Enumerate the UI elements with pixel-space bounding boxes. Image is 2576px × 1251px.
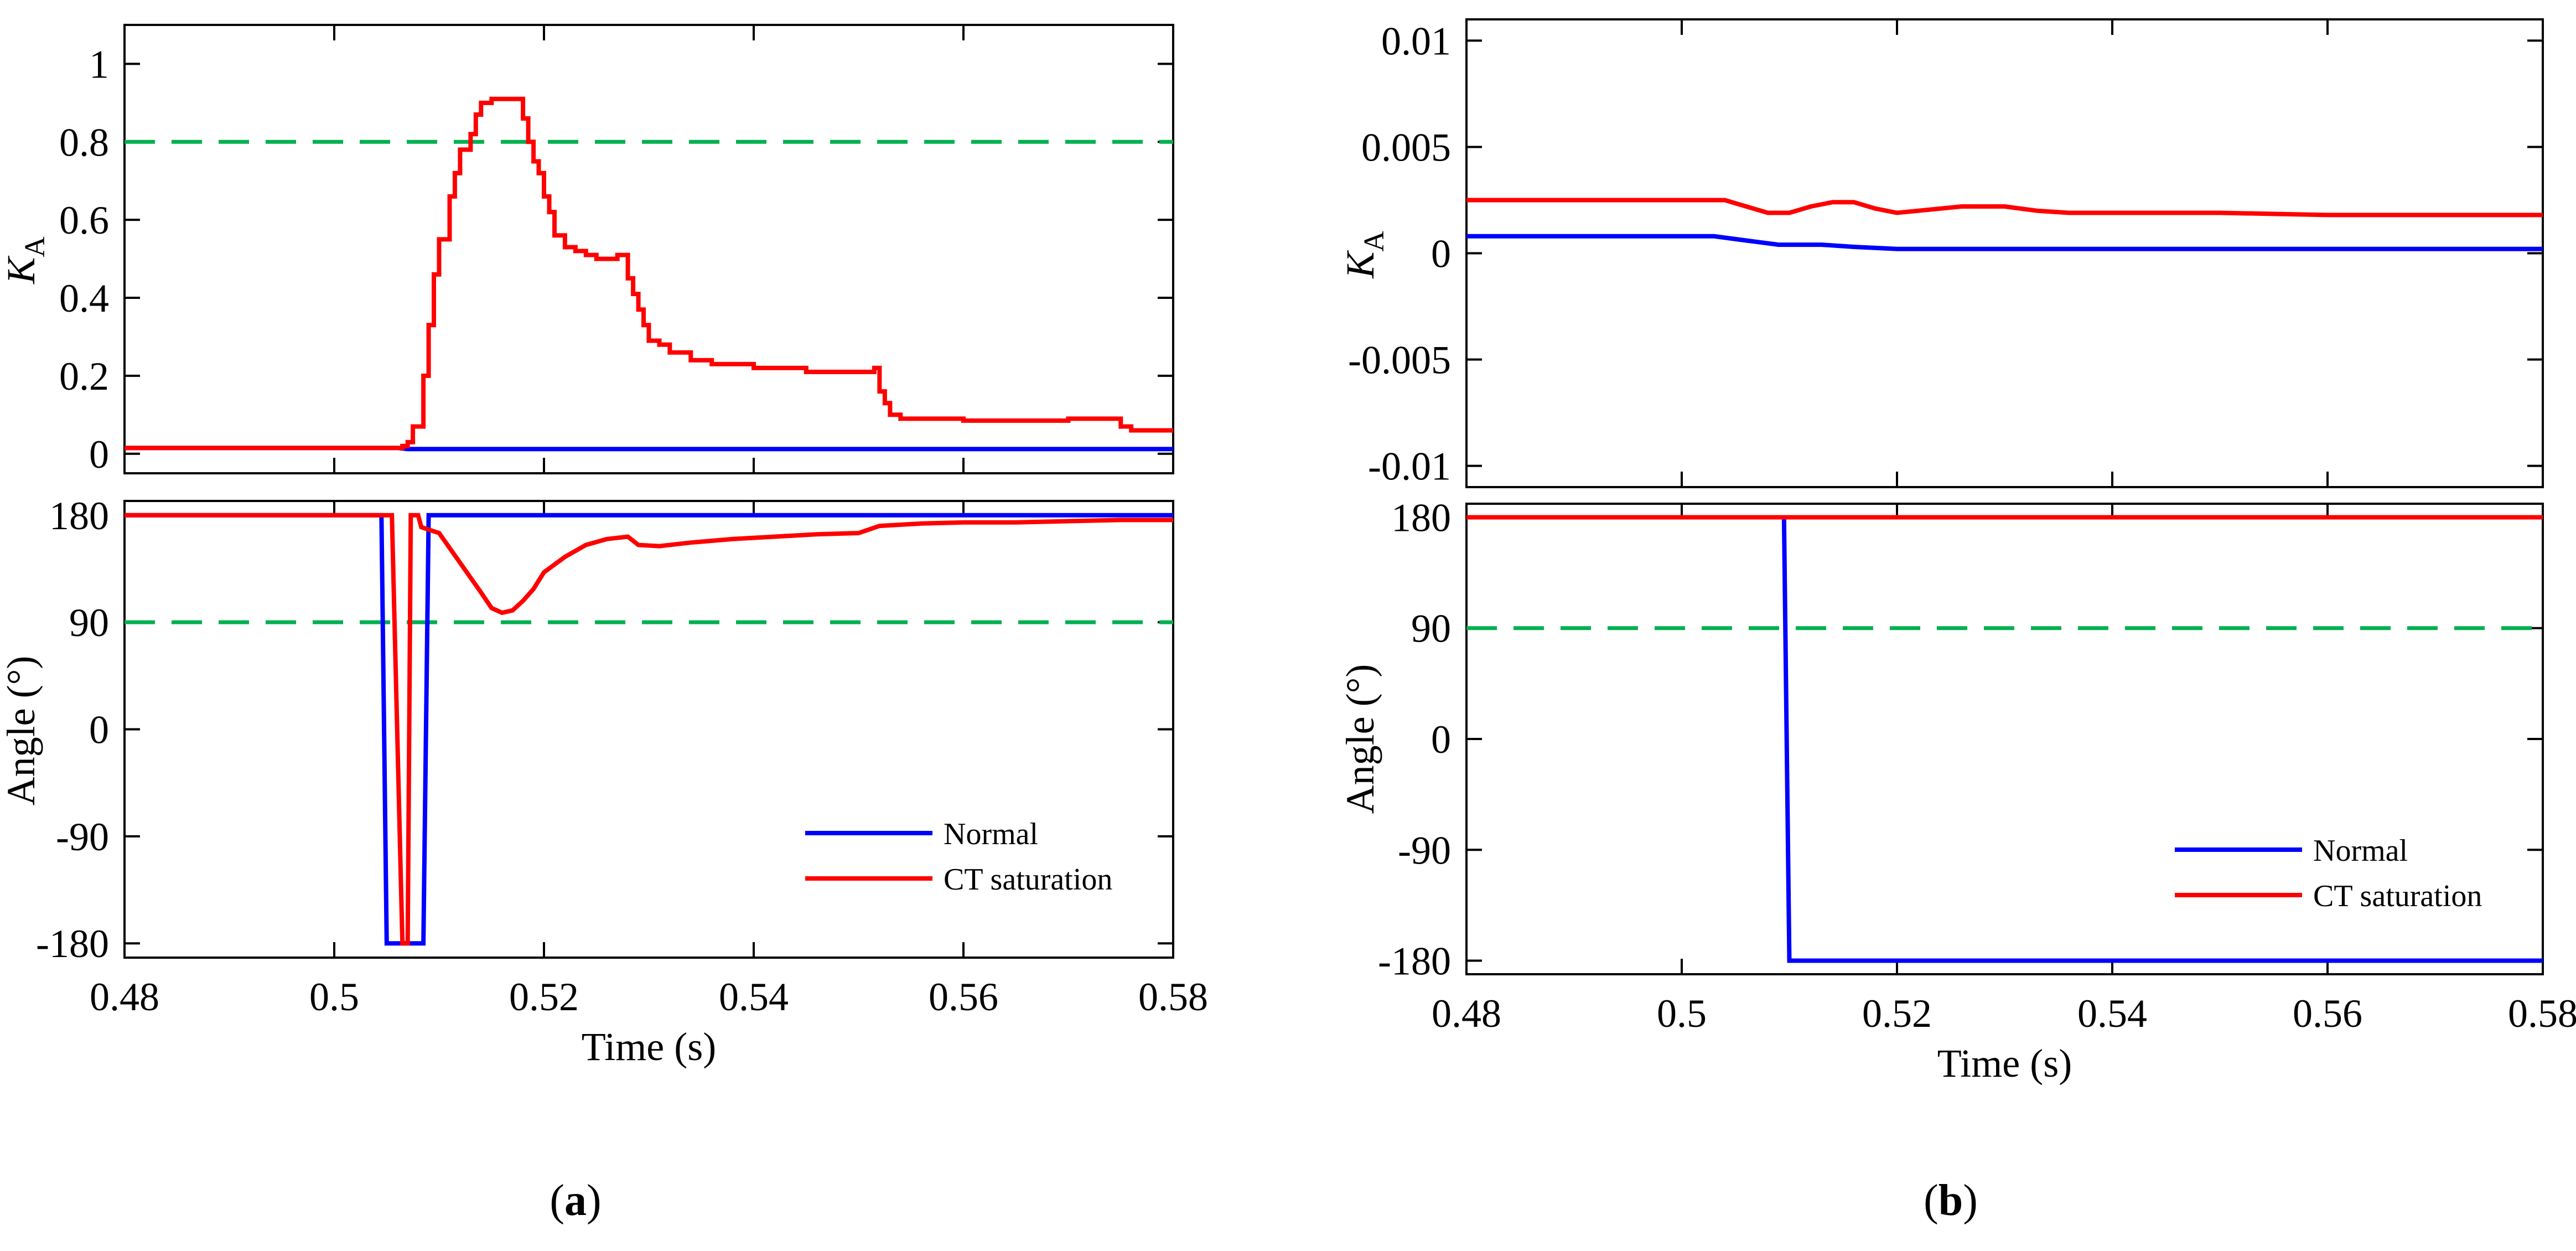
y-tick-label: 180 [49,494,109,538]
panel-b: -0.01 -0.005 0 0.005 0.01 KA -180 -90 0 90 180 0.4… [1338,18,2576,1225]
chart-a-top: 0 0.2 0.4 0.6 0.8 1 KA [0,24,1174,477]
y-axis-title-main: K [1338,250,1382,279]
y-tick-label: 90 [69,601,109,645]
x-tick-label: 0.52 [509,975,579,1019]
chart-b-top: -0.01 -0.005 0 0.005 0.01 KA [1338,18,2544,489]
chart-a-bottom: -180 -90 0 90 180 0.48 0.5 0.52 0.54 0.56 0.58 Angl… [0,494,1208,1069]
series-line-normal [1466,234,2543,251]
y-tick-label: 0.005 [1361,125,1451,169]
y-axis-title-subscript: A [1359,231,1390,252]
legend-label: CT saturation [2313,879,2482,913]
x-tick-label: 0.48 [90,975,159,1019]
x-axis-title: Time (s) [1937,1041,2072,1085]
y-tick-label: 0 [89,432,109,477]
x-tick-label: 0.54 [719,975,789,1019]
x-tick-label: 0.5 [309,975,359,1019]
y-tick-label: 90 [1411,607,1451,651]
panel-a: 0 0.2 0.4 0.6 0.8 1 KA -180 -90 0 90 180 0.48 0.5 0.5… [0,24,1208,1225]
legend: Normal CT saturation [2175,834,2482,913]
plot-frame [123,24,1174,474]
y-tick-label: -180 [1378,939,1451,984]
y-axis-title-main: K [0,255,43,285]
x-tick-label: 0.52 [1862,991,1932,1036]
y-tick-label: -90 [1398,828,1451,872]
x-tick-label: 0.48 [1432,991,1501,1036]
caption-b: (b) [1924,1176,1978,1225]
y-axis-title: KA [1338,231,1390,279]
x-tick-label: 0.58 [1138,975,1208,1019]
y-tick-label: 0.8 [59,120,109,164]
y-tick-label: 180 [1391,495,1451,540]
y-tick-label: -180 [36,922,109,966]
legend: Normal CT saturation [805,817,1112,897]
legend-label: Normal [944,817,1038,851]
x-axis-title: Time (s) [582,1025,716,1069]
y-axis-title: Angle (°) [1338,664,1382,814]
legend-label: CT saturation [944,862,1112,897]
y-tick-label: 0 [89,708,109,752]
x-tick-label: 0.56 [2293,991,2362,1036]
y-tick-label: 0.01 [1381,19,1451,63]
x-tick-label: 0.5 [1657,991,1707,1036]
y-tick-label: 0.2 [59,354,109,399]
caption-a: (a) [550,1176,601,1225]
y-tick-label: 0.6 [59,198,109,242]
y-tick-label: -90 [56,815,109,859]
x-tick-label: 0.58 [2508,991,2576,1036]
y-tick-label: -0.005 [1348,338,1451,382]
y-axis-title-subscript: A [19,236,51,257]
series-line-ct-saturation [125,96,1173,451]
y-axis-title: KA [0,236,51,285]
y-axis-title: Angle (°) [0,656,43,806]
y-tick-label: -0.01 [1368,444,1451,489]
series-line-ct-saturation [125,513,1173,946]
x-tick-label: 0.54 [2077,991,2147,1036]
y-tick-label: 0.4 [59,276,109,320]
chart-b-bottom: -180 -90 0 90 180 0.48 0.5 0.52 0.54 0.56 0.58 Angl… [1338,495,2576,1085]
series-line-ct-saturation [1466,198,2543,218]
y-tick-label: 1 [89,42,109,86]
legend-label: Normal [2313,834,2408,868]
y-tick-label: 0 [1431,717,1451,762]
x-tick-label: 0.56 [929,975,998,1019]
y-tick-label: 0 [1431,232,1451,276]
